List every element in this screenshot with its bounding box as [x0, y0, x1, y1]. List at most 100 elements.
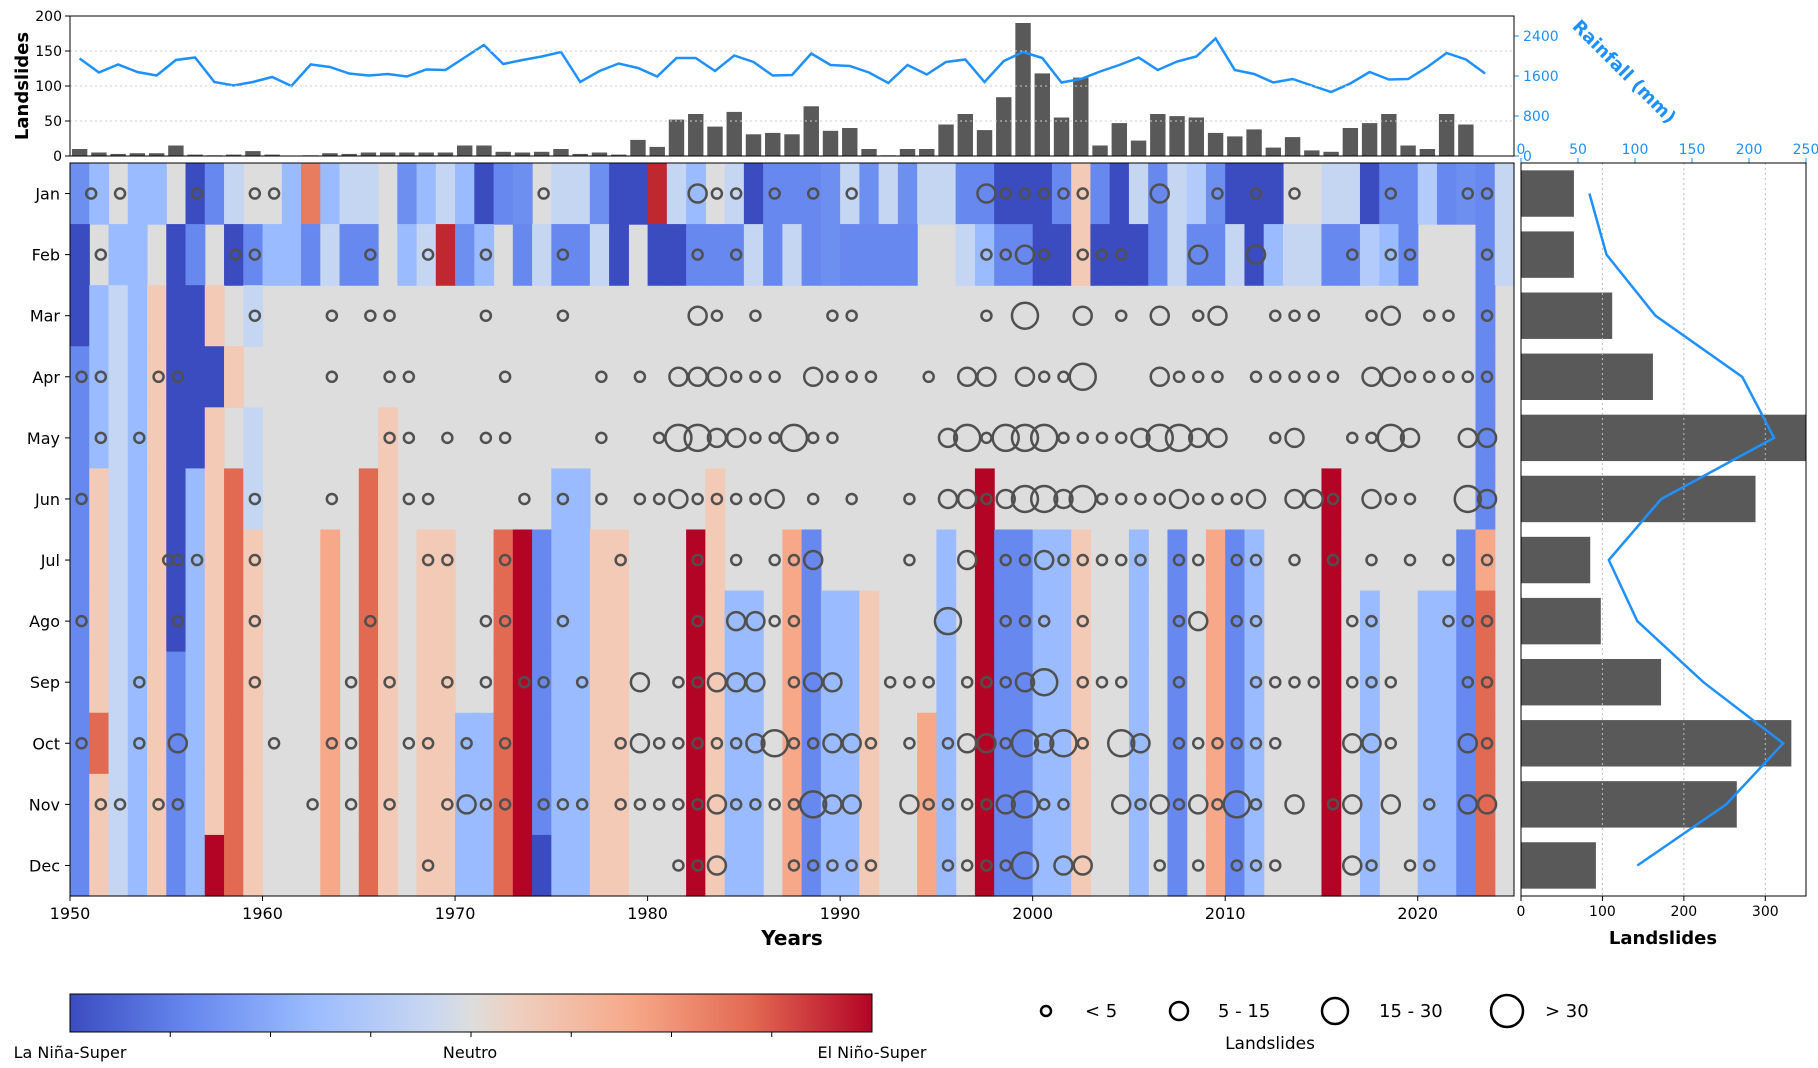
enso-cell [705, 651, 726, 714]
enso-cell [358, 529, 379, 592]
landslide-circle [402, 492, 416, 506]
landslide-circle [1230, 492, 1244, 506]
enso-cell [551, 163, 572, 225]
landslide-circle [1307, 370, 1321, 384]
enso-heatmap-cells [70, 163, 1515, 897]
enso-cell [936, 163, 957, 225]
enso-cell [1167, 773, 1188, 836]
enso-cell [378, 529, 398, 592]
landslide-circle [1307, 675, 1321, 689]
top-ytick-label: 150 [35, 44, 62, 60]
enso-cell [147, 712, 167, 775]
landslide-circle [1461, 614, 1475, 628]
enso-cell [570, 468, 591, 531]
enso-cell [1359, 590, 1380, 653]
landslide-circle [1211, 798, 1224, 811]
enso-cell [1225, 651, 1246, 714]
landslide-circle [1346, 675, 1359, 689]
size-legend-marker-medium [1168, 1000, 1190, 1022]
annual-bar [803, 106, 819, 156]
landslide-circle [1053, 855, 1074, 876]
enso-cell [512, 590, 533, 653]
enso-cell [224, 834, 244, 897]
landslide-circle [248, 187, 262, 200]
landslide-circle [1365, 859, 1378, 872]
landslide-circle [1249, 187, 1263, 200]
landslide-circle [745, 733, 766, 754]
enso-cell [1475, 468, 1496, 531]
landslide-circle [1384, 492, 1398, 506]
landslide-circle [1399, 427, 1421, 449]
month-label: Oct [32, 734, 60, 753]
enso-cell [1205, 163, 1226, 225]
enso-cell [532, 651, 552, 714]
landslide-circle [479, 248, 493, 261]
landslide-circle [980, 431, 993, 445]
landslide-circle [779, 423, 809, 453]
enso-cell [70, 407, 90, 470]
annual-bar [1342, 128, 1359, 156]
landslide-circle [956, 549, 978, 571]
landslide-circle [614, 737, 627, 750]
landslide-circle [1384, 187, 1398, 200]
annual-bar [264, 154, 280, 156]
enso-cell [1128, 224, 1149, 286]
landslide-circle [614, 798, 627, 811]
landslide-circle [306, 798, 319, 811]
enso-cell [243, 468, 264, 531]
landslide-circle [1380, 305, 1402, 326]
top-y2tick-label: 0 [1523, 149, 1532, 165]
enso-cell [609, 529, 629, 592]
enso-cell [1071, 773, 1092, 836]
annual-bar [957, 114, 973, 156]
landslide-circle [383, 798, 396, 811]
landslide-circle [518, 675, 531, 689]
landslide-circle [749, 370, 762, 384]
enso-cell [166, 529, 187, 592]
enso-cell [1051, 224, 1072, 286]
enso-cell [358, 712, 379, 775]
landslide-circle [999, 675, 1012, 689]
landslide-circle [498, 431, 512, 445]
landslide-circle [749, 798, 762, 811]
enso-cell [743, 224, 764, 286]
landslide-circle [1480, 553, 1494, 567]
annual-bar [996, 97, 1012, 156]
landslide-circle [498, 553, 512, 567]
enso-cell [166, 590, 187, 653]
annual-bar [514, 152, 531, 156]
landslide-circle [1380, 366, 1402, 388]
enso-cell [974, 773, 995, 836]
landslide-circle [1191, 370, 1205, 384]
landslide-circle [1172, 370, 1186, 384]
annual-bar [456, 145, 473, 156]
landslide-circle [1018, 187, 1032, 200]
size-legend-marker-large [1320, 996, 1350, 1026]
landslide-circle [787, 798, 801, 811]
enso-cell [994, 712, 1015, 775]
enso-cell [551, 773, 572, 836]
landslide-circle [94, 248, 108, 261]
heatmap-xlabel: Years [760, 926, 822, 950]
enso-cell [1205, 712, 1226, 775]
landslide-circle [1106, 729, 1136, 758]
enso-colorbar [69, 993, 873, 1033]
landslide-circle [768, 370, 781, 384]
landslide-circle [1480, 675, 1494, 689]
annual-bar [938, 124, 954, 156]
enso-cell [782, 651, 803, 714]
size-legend-label-3: 15 - 30 [1379, 1001, 1443, 1022]
landslide-circle [1403, 859, 1417, 872]
landslide-circle [1057, 553, 1070, 567]
year-tick-label: 1950 [50, 904, 91, 923]
enso-cell [801, 529, 822, 592]
year-tick-label: 1970 [435, 904, 476, 923]
enso-cell [532, 712, 552, 775]
annual-bar [360, 152, 377, 156]
enso-cell [1051, 163, 1072, 225]
landslide-circle [1365, 309, 1378, 322]
enso-cell [1032, 529, 1053, 592]
landslide-circle [1461, 675, 1475, 689]
landslide-circle [1153, 859, 1166, 872]
enso-cell [1417, 651, 1438, 714]
